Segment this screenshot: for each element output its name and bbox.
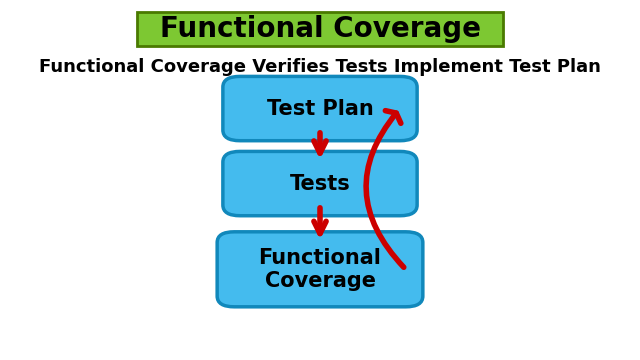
Text: Test Plan: Test Plan <box>267 99 373 118</box>
FancyBboxPatch shape <box>223 152 417 216</box>
Text: Functional
Coverage: Functional Coverage <box>259 248 381 291</box>
FancyBboxPatch shape <box>137 12 503 46</box>
Text: Functional Coverage: Functional Coverage <box>159 15 481 43</box>
Text: Tests: Tests <box>290 174 350 194</box>
Text: Functional Coverage Verifies Tests Implement Test Plan: Functional Coverage Verifies Tests Imple… <box>39 58 601 76</box>
FancyBboxPatch shape <box>217 232 423 307</box>
FancyBboxPatch shape <box>223 76 417 141</box>
